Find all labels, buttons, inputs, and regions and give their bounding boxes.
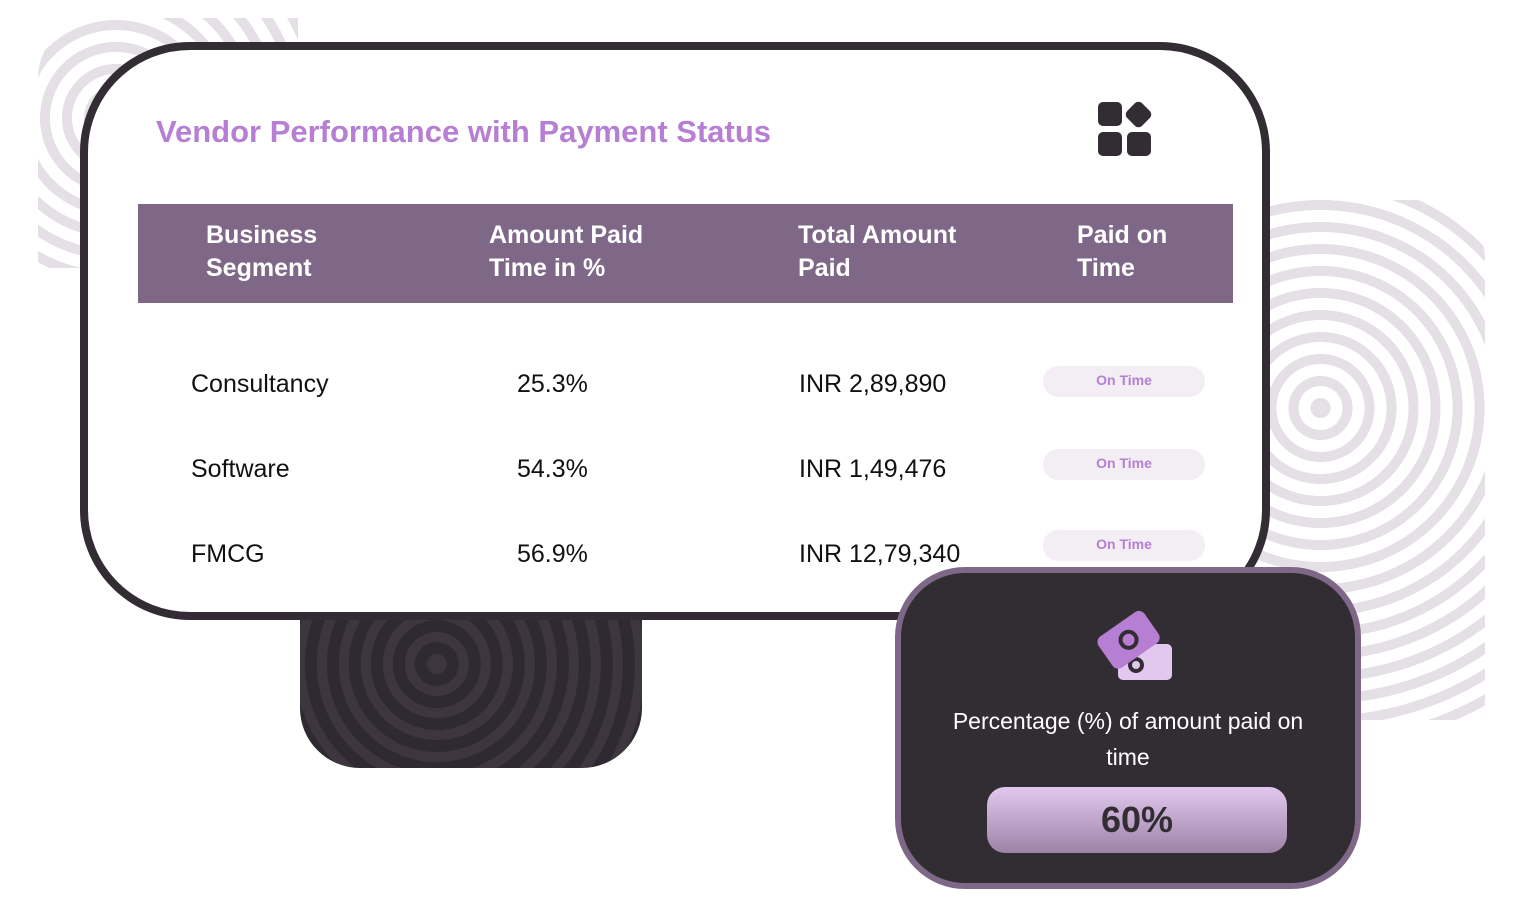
header-amount-paid-time: Amount Paid Time in % bbox=[489, 221, 644, 282]
percent-cell: 56.9% bbox=[517, 540, 588, 568]
stat-label: Percentage (%) of amount paid on time bbox=[952, 708, 1304, 770]
apps-icon[interactable] bbox=[1098, 99, 1154, 158]
segment-cell: Software bbox=[191, 455, 290, 483]
total-cell: INR 1,49,476 bbox=[799, 455, 947, 483]
card-title: Vendor Performance with Payment Status bbox=[156, 114, 772, 149]
vendor-card: Vendor Performance with Payment Status B… bbox=[80, 42, 1270, 620]
header-total-amount: Total Amount Paid bbox=[798, 221, 957, 282]
header-paid-on-time: Paid on Time bbox=[1077, 221, 1168, 282]
status-badge: On Time bbox=[1043, 449, 1205, 480]
status-badge: On Time bbox=[1043, 366, 1205, 397]
money-icon bbox=[1097, 610, 1172, 680]
segment-cell: Consultancy bbox=[191, 370, 329, 398]
stat-value-bar: 60% bbox=[987, 787, 1287, 853]
percent-cell: 25.3% bbox=[517, 370, 588, 398]
percent-cell: 54.3% bbox=[517, 455, 588, 483]
total-cell: INR 2,89,890 bbox=[799, 370, 947, 398]
stat-card: Percentage (%) of amount paid on time 60… bbox=[895, 567, 1361, 889]
status-badge: On Time bbox=[1043, 530, 1205, 561]
header-business-segment: Business Segment bbox=[206, 221, 318, 282]
table-header: Business Segment Amount Paid Time in % Tot… bbox=[138, 204, 1233, 303]
segment-cell: FMCG bbox=[191, 540, 265, 568]
total-cell: INR 12,79,340 bbox=[799, 540, 961, 568]
